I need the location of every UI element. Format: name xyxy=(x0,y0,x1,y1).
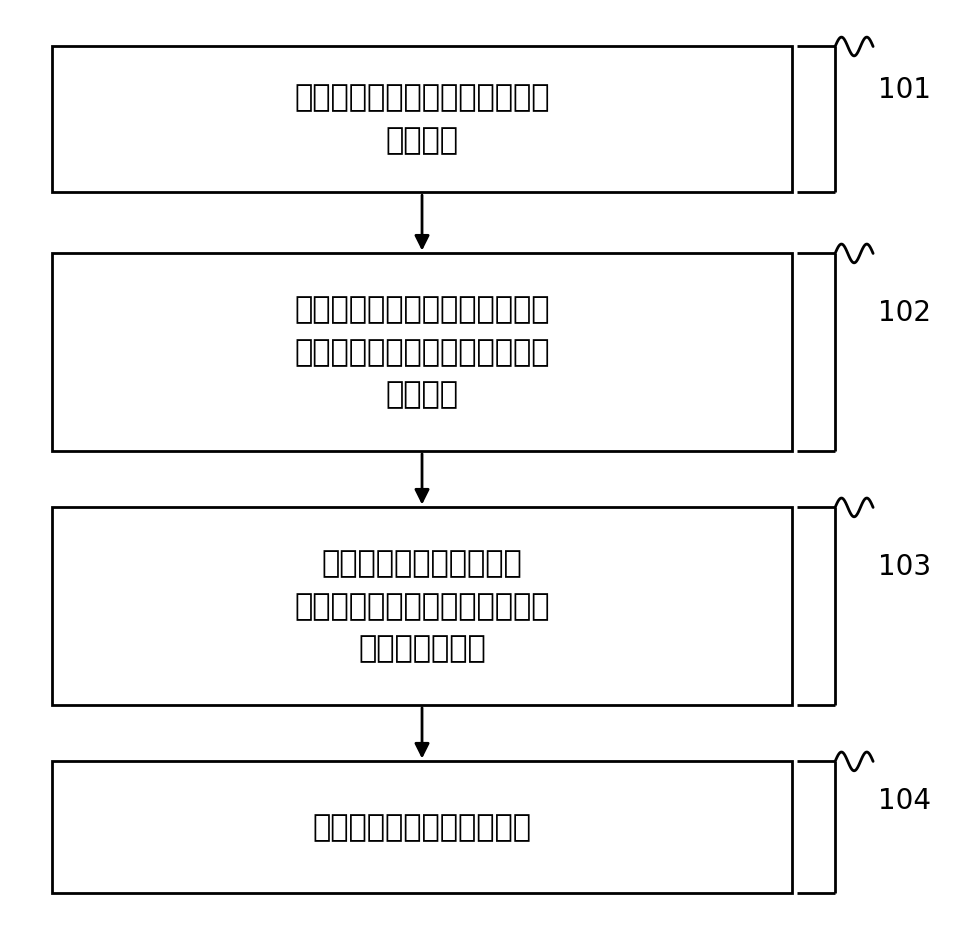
Text: 104: 104 xyxy=(878,787,931,815)
Text: 101: 101 xyxy=(878,76,931,104)
Text: 当移动距离小于预设移动
阈值时，根据第一拍摄参数确定
出第二拍摄参数: 当移动距离小于预设移动 阈值时，根据第一拍摄参数确定 出第二拍摄参数 xyxy=(294,549,550,663)
Bar xyxy=(52,508,792,705)
Bar xyxy=(52,761,792,893)
Text: 在接收到拍摄指令时，确定第二
拍摄位置和第一拍摄位置之间的
移动距离: 在接收到拍摄指令时，确定第二 拍摄位置和第一拍摄位置之间的 移动距离 xyxy=(294,295,550,410)
Text: 记录终端的第一拍摄位置和第一
拍摄参数: 记录终端的第一拍摄位置和第一 拍摄参数 xyxy=(294,84,550,156)
Bar xyxy=(52,253,792,451)
Text: 102: 102 xyxy=(878,299,931,326)
Text: 根据第二拍摄参数进行拍摄: 根据第二拍摄参数进行拍摄 xyxy=(312,812,532,842)
Text: 103: 103 xyxy=(878,552,931,581)
Bar xyxy=(52,47,792,193)
